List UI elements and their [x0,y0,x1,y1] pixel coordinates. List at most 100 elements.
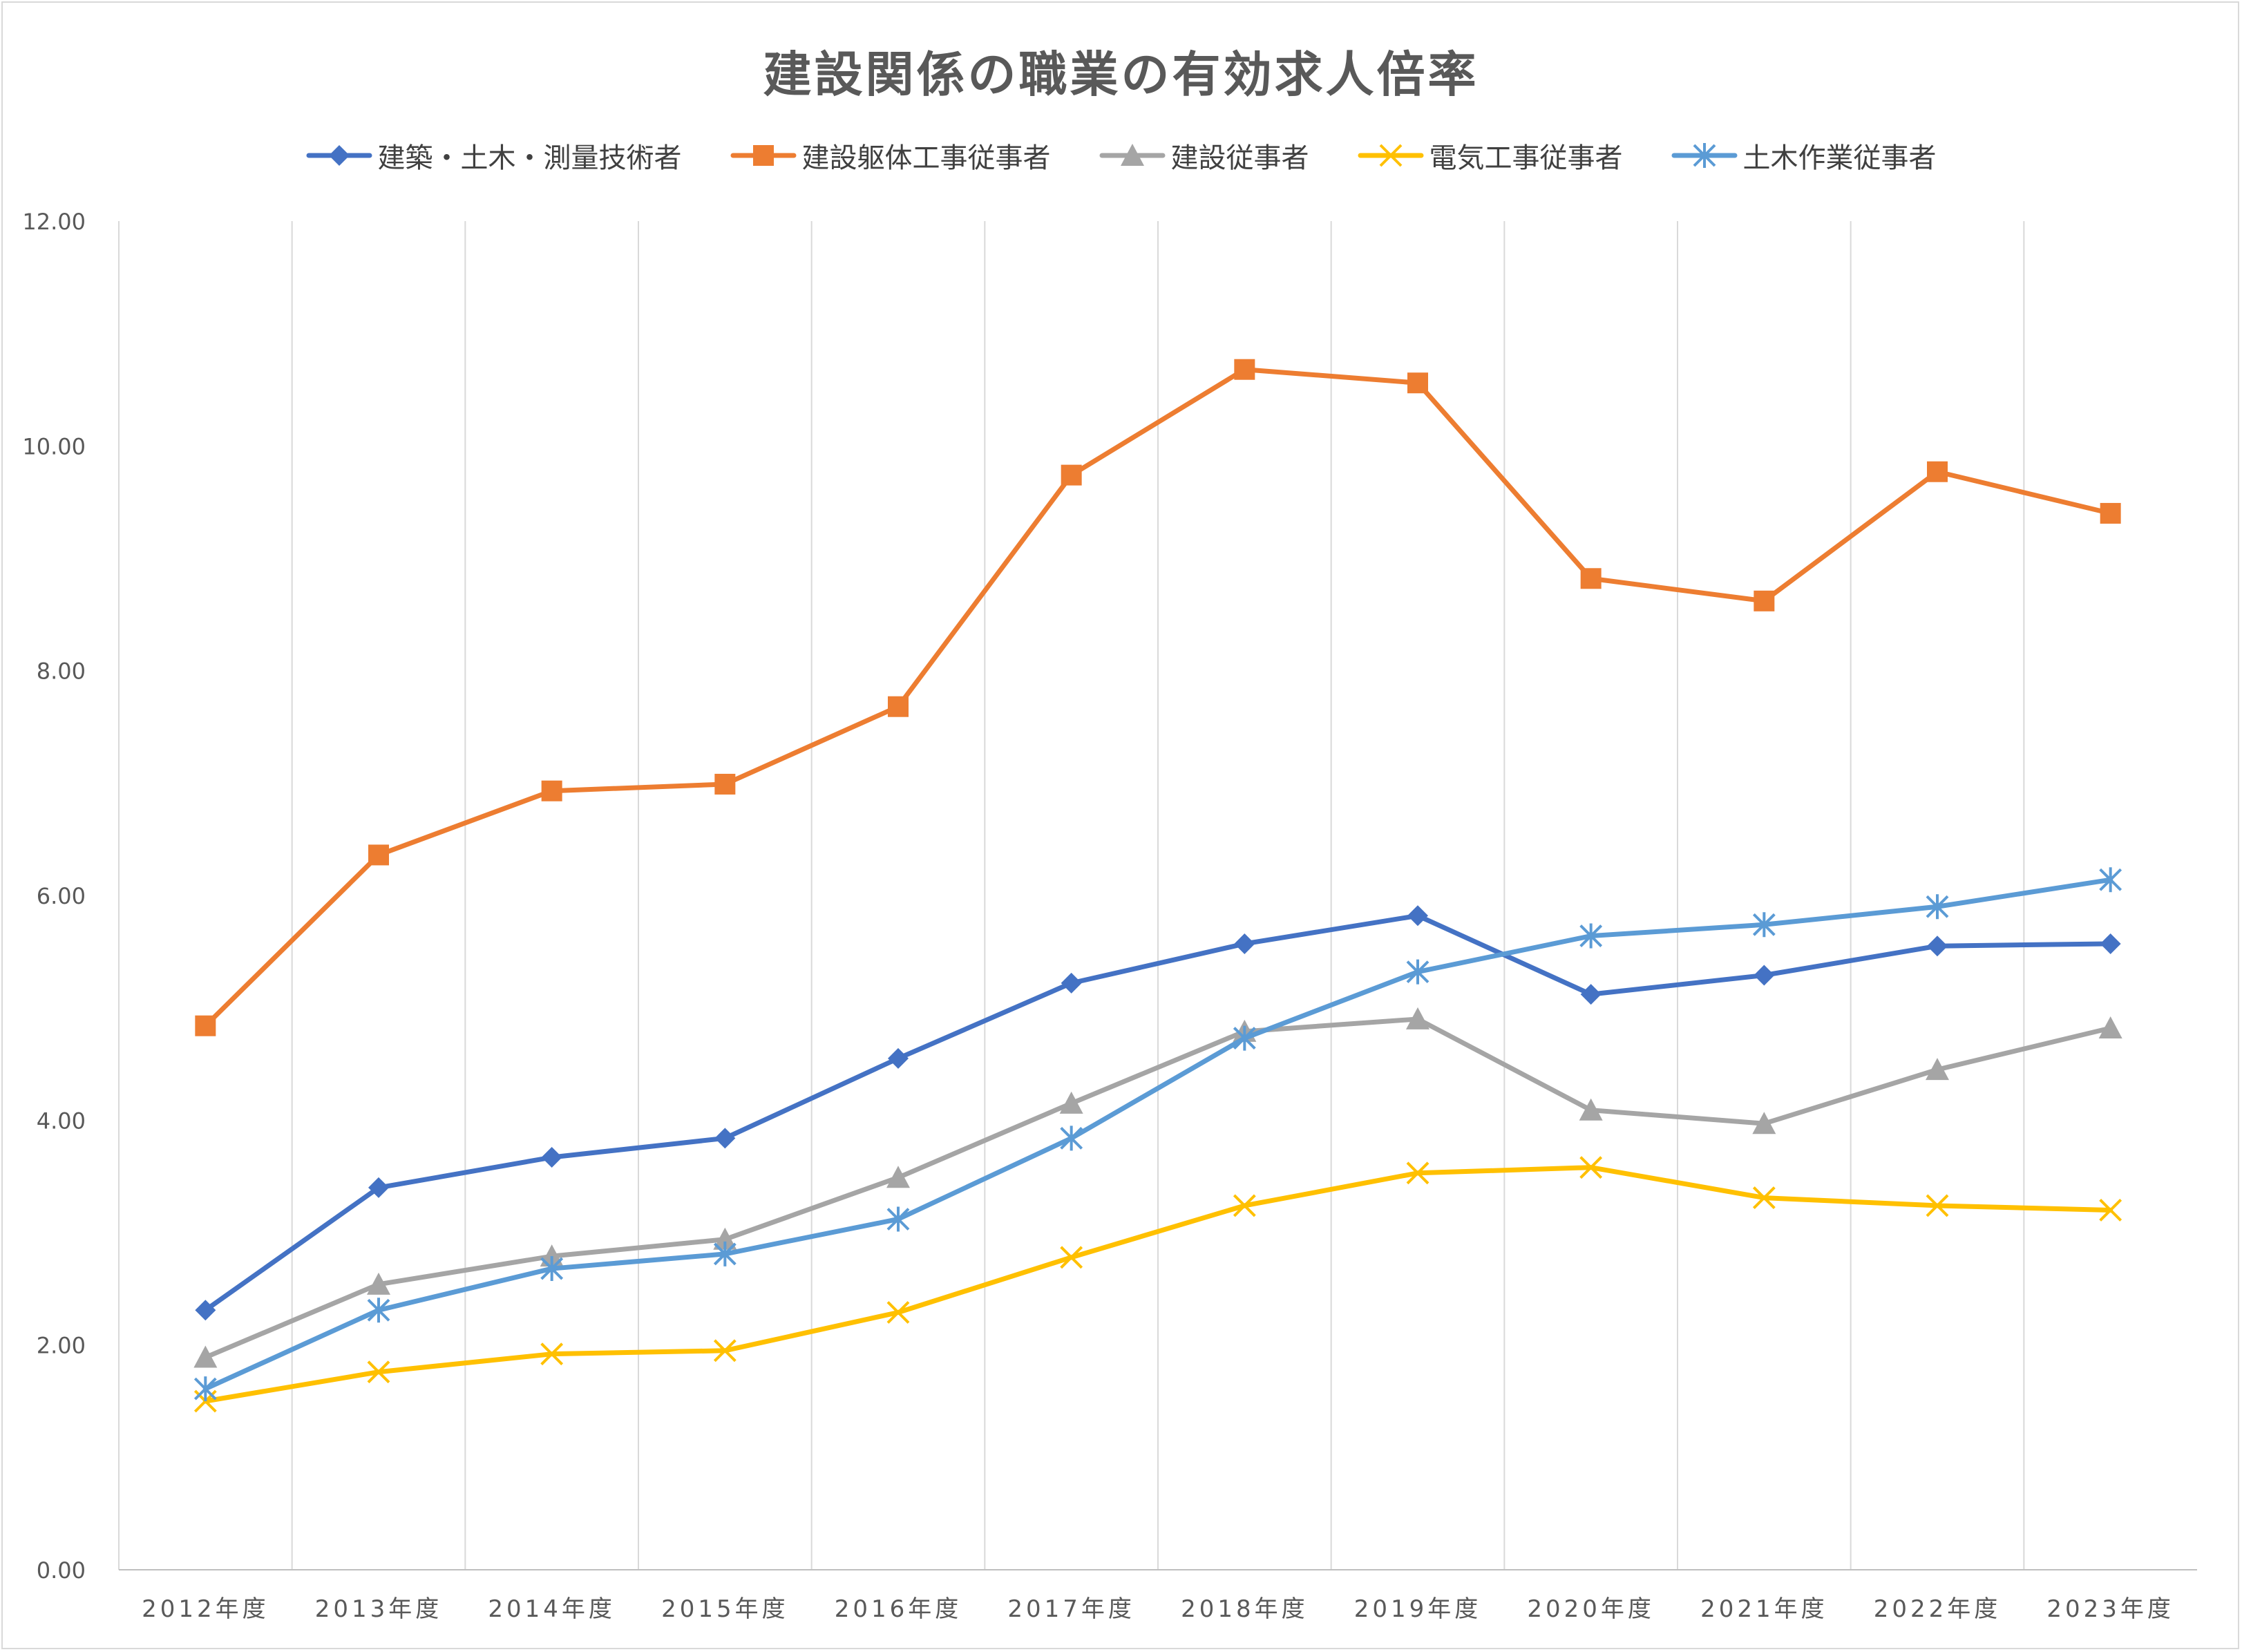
y-tick-label: 0.00 [37,1557,86,1584]
data-point [195,1015,216,1036]
data-point [1407,372,1428,394]
data-point [1233,1025,1256,1051]
data-point [714,1128,736,1149]
legend-item: 建築・土木・測量技術者 [306,135,682,175]
data-point [714,773,736,795]
data-point [2100,933,2121,954]
data-point [1579,1098,1603,1121]
legend-marker [1379,144,1402,167]
series-3 [193,1007,2122,1368]
series-5 [193,867,2122,1402]
legend-marker [752,145,774,166]
data-point [368,1177,389,1198]
data-point [2100,502,2121,524]
legend-marker [1693,143,1716,168]
x-tick-label: 2015年度 [661,1595,789,1623]
data-point [886,1166,910,1188]
data-point [1059,1091,1083,1114]
data-point [713,1339,737,1363]
y-tick-label: 4.00 [37,1108,86,1134]
chart-title: 建設関係の職業の有効求人倍率 [763,46,1479,103]
data-point [540,1256,564,1282]
legend-item: 建設躯体工事従事者 [730,135,1051,175]
data-point [1579,1156,1603,1179]
legend-swatch [730,145,796,166]
legend-item: 土木作業従事者 [1671,135,1937,175]
legend-swatch [306,145,372,166]
data-point [2099,867,2122,893]
legend: 建築・土木・測量技術者 建設躯体工事従事者 建設従事者 電気工事従事者 土木作業従事者 [0,135,2242,175]
data-point [1926,1058,1949,1081]
x-tick-label: 2023年度 [2046,1595,2174,1623]
data-point [2099,1199,2122,1222]
data-point [1407,905,1428,927]
legend-label: 土木作業従事者 [1742,142,1937,174]
x-tick-label: 2013年度 [315,1595,443,1623]
data-point [1061,972,1082,994]
data-point [1752,1186,1776,1209]
x-tick-label: 2018年度 [1181,1595,1309,1623]
data-point [1927,461,1948,482]
data-point [713,1241,737,1266]
legend-label: 電気工事従事者 [1429,142,1623,174]
series-1 [195,905,2121,1321]
data-point [713,1227,737,1250]
x-tick-label: 2021年度 [1700,1595,1828,1623]
data-point [1926,894,1949,920]
data-point [1580,984,1602,1005]
data-point [1060,1246,1083,1269]
data-point [1060,1126,1083,1151]
data-point [541,1147,562,1168]
x-tick-label: 2016年度 [835,1595,962,1623]
data-point [367,1298,390,1323]
data-point [1927,936,1948,957]
y-tick-label: 10.00 [22,433,86,459]
series-2 [195,359,2121,1036]
data-point [1406,1007,1429,1029]
legend-label: 建築・土木・測量技術者 [377,142,682,174]
x-tick-label: 2014年度 [488,1595,616,1623]
series-line [202,913,2113,1313]
data-point [1752,912,1776,938]
series-line [202,1016,2113,1360]
x-tick-label: 2022年度 [1874,1595,2002,1623]
data-point [1061,464,1082,486]
data-point [1234,359,1255,380]
data-point [1406,959,1429,985]
series-line [202,1165,2113,1404]
data-point [888,696,909,717]
x-tick-label: 2020年度 [1527,1595,1655,1623]
data-point [1580,568,1602,589]
series-line [202,877,2113,1392]
data-point [1752,1112,1776,1134]
legend-item: 建設従事者 [1099,135,1309,175]
legend-swatch [1358,144,1423,167]
data-point [886,1301,910,1324]
x-tick-label: 2019年度 [1354,1595,1482,1623]
data-point [193,1376,217,1402]
data-point [888,1047,909,1069]
legend-label: 建設従事者 [1170,142,1309,174]
data-point [367,1272,390,1295]
data-point [1234,933,1255,954]
data-point [1233,1194,1256,1217]
data-point [1406,1161,1429,1185]
data-point [1579,923,1603,949]
data-point [2098,1016,2122,1038]
data-point [886,1206,910,1232]
legend-label: 建設躯体工事従事者 [801,142,1051,174]
y-tick-label: 8.00 [37,658,86,685]
data-point [368,844,389,866]
x-tick-label: 2017年度 [1007,1595,1135,1623]
y-tick-label: 2.00 [37,1333,86,1359]
legend-swatch [1099,144,1165,166]
data-point [1754,590,1775,611]
legend-swatch [1671,143,1737,168]
data-point [541,780,562,801]
data-point [195,1300,216,1321]
legend-item: 電気工事従事者 [1358,135,1623,175]
y-tick-label: 6.00 [37,883,86,909]
data-point [193,1345,218,1368]
data-point [540,1342,564,1366]
